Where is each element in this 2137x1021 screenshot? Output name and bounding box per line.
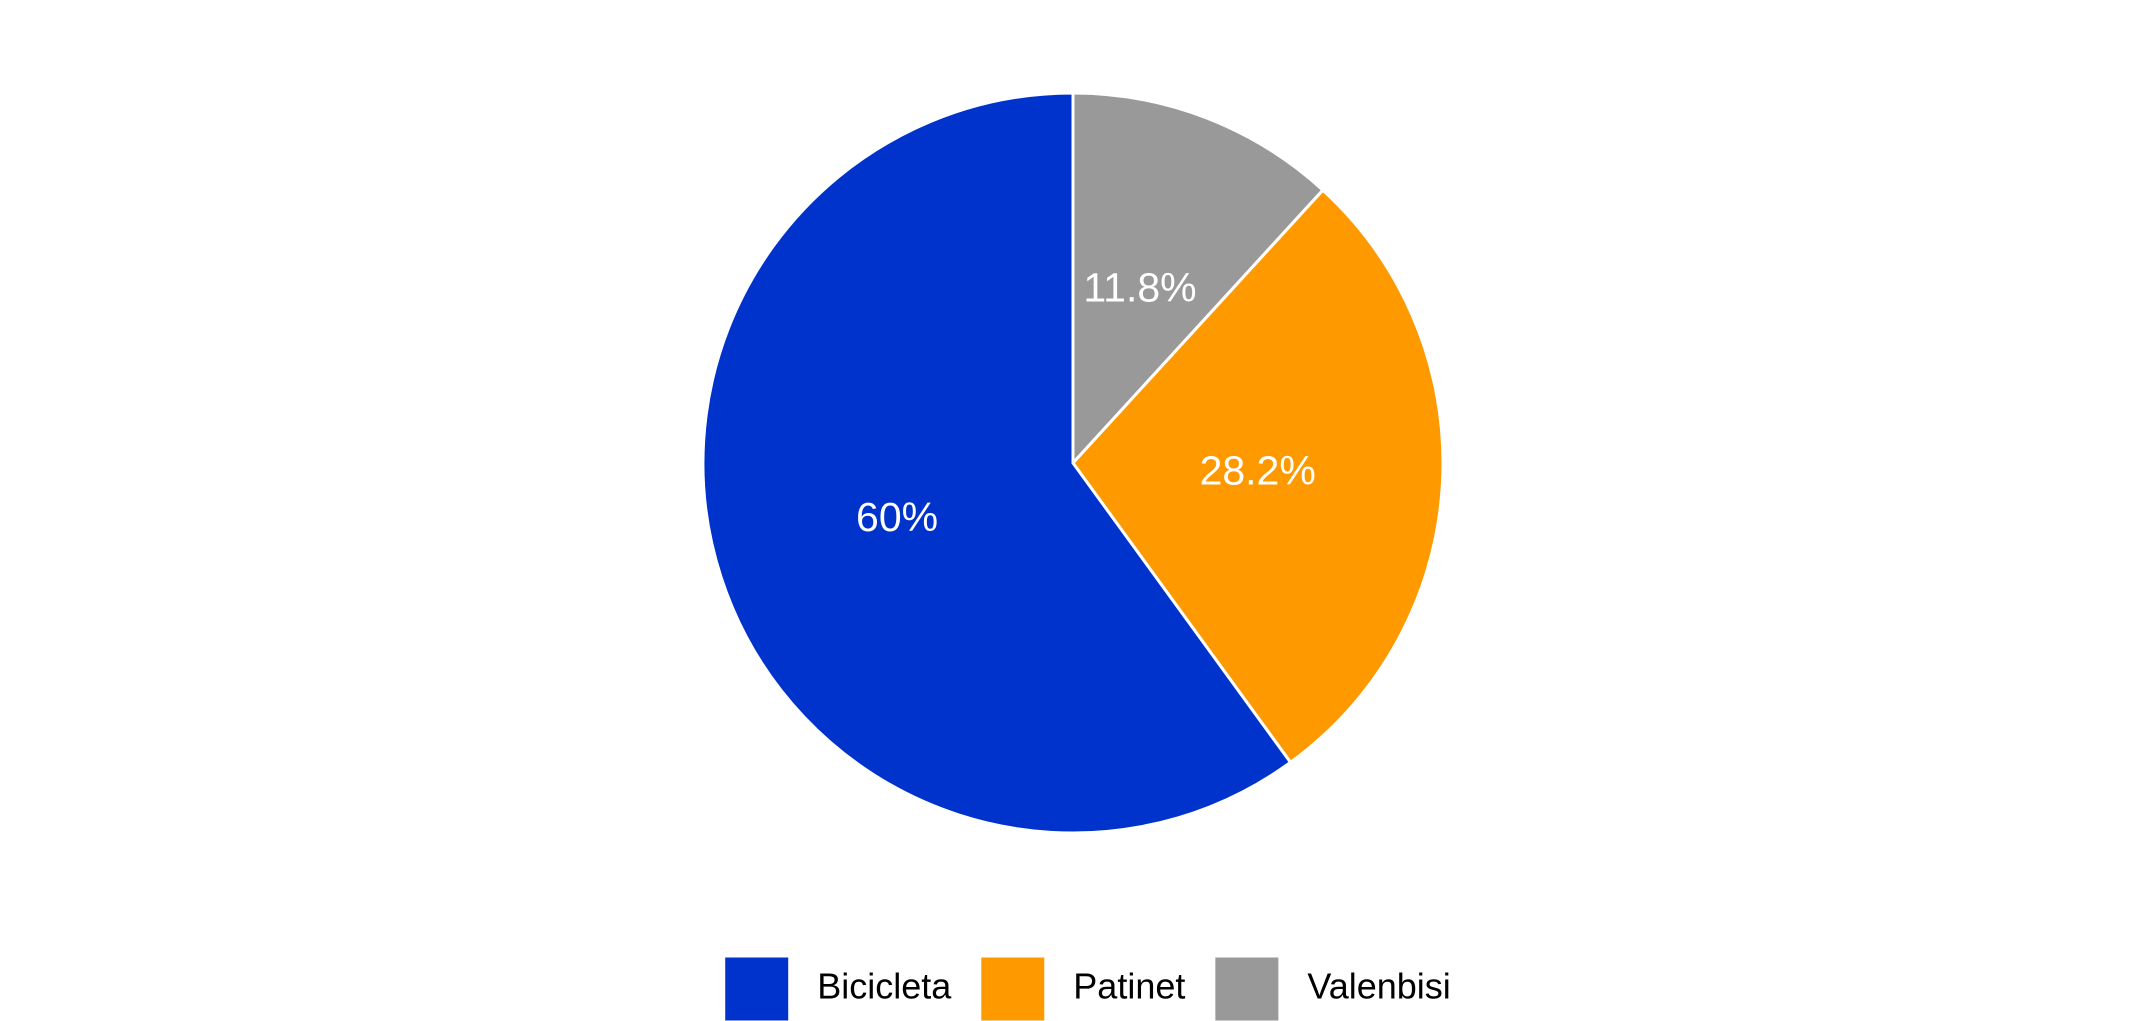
slice-label: 11.8%: [1083, 264, 1196, 310]
legend-key: [725, 957, 789, 1021]
pie-slice: [1071, 187, 1445, 765]
legend: Bicicleta Patinet Valenbisi: [725, 957, 1451, 1021]
legend-key: [1215, 957, 1279, 1021]
pie-slice: [1071, 91, 1325, 467]
pie-slice: [701, 91, 1293, 835]
legend-key: [981, 957, 1045, 1021]
legend-label: Patinet: [1073, 966, 1185, 1007]
slice-label: 60%: [856, 494, 938, 540]
legend-label: Valenbisi: [1307, 966, 1450, 1007]
slice-label: 28.2%: [1200, 447, 1316, 493]
legend-label: Bicicleta: [817, 966, 952, 1007]
